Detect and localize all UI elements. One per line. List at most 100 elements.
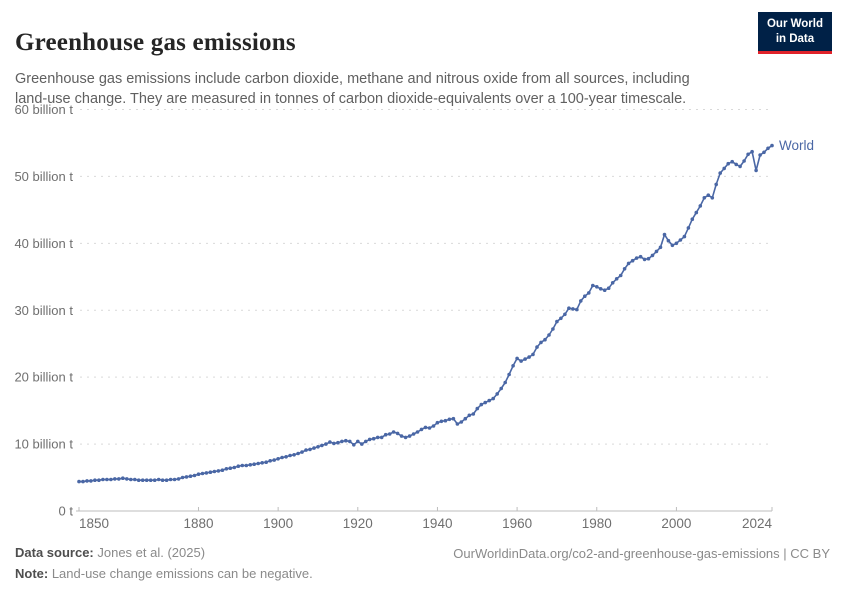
data-point [595, 285, 599, 289]
data-point [411, 432, 416, 436]
data-point [722, 166, 726, 171]
data-point [160, 478, 165, 483]
x-tick-label: 1900 [263, 516, 293, 531]
data-point [714, 182, 718, 187]
data-point [443, 418, 448, 423]
data-point [535, 345, 539, 349]
data-point [670, 243, 675, 248]
data-point [563, 312, 567, 317]
data-point [686, 226, 691, 230]
data-point [97, 478, 101, 483]
data-point [762, 150, 766, 155]
data-point [220, 468, 225, 473]
data-point [188, 474, 193, 479]
y-tick-label: 20 billion t [14, 370, 73, 385]
data-point [610, 281, 615, 285]
x-axis [76, 507, 773, 512]
data-point [383, 432, 388, 437]
data-point [447, 417, 452, 422]
y-tick-label: 0 t [59, 504, 74, 519]
data-point [364, 439, 368, 444]
data-point [264, 460, 269, 465]
data-point [415, 430, 420, 434]
data-point [463, 416, 468, 421]
data-point [618, 273, 623, 278]
owid-logo: Our World in Data [757, 12, 832, 54]
data-point [172, 477, 177, 482]
data-point [284, 455, 288, 459]
data-point [638, 254, 643, 259]
data-point [583, 294, 587, 299]
data-point [519, 359, 523, 363]
data-point [435, 420, 440, 425]
data-point [85, 479, 89, 483]
page-title: Greenhouse gas emissions [15, 28, 296, 56]
data-point [742, 159, 746, 163]
data-point [113, 477, 117, 481]
data-point [180, 475, 185, 480]
data-point [236, 464, 241, 469]
data-point [407, 434, 412, 438]
data-point [93, 478, 97, 483]
data-point [710, 196, 715, 200]
data-point [375, 435, 380, 440]
data-point [320, 443, 324, 448]
data-point [543, 337, 547, 342]
owid-logo-line1: Our World [766, 18, 823, 30]
data-point [152, 478, 157, 483]
y-gridlines [80, 109, 772, 445]
chart-source-link[interactable]: OurWorldinData.org/co2-and-greenhouse-ga… [453, 546, 830, 561]
data-point [129, 477, 133, 482]
data-point [567, 306, 571, 311]
x-tick-label: 1980 [582, 516, 612, 531]
data-point [754, 168, 758, 173]
data-point [328, 440, 332, 444]
data-point [642, 257, 647, 262]
data-point [483, 400, 488, 405]
data-point [511, 364, 515, 368]
data-point [268, 459, 273, 463]
y-tick-label: 50 billion t [14, 169, 73, 184]
series-line-world [79, 144, 773, 483]
data-point [125, 477, 129, 481]
data-point [101, 477, 105, 482]
data-point [300, 450, 304, 454]
data-source-label: Data source: [15, 545, 94, 560]
data-point [650, 253, 655, 258]
data-point [551, 327, 555, 331]
data-point [344, 438, 348, 443]
data-point [451, 416, 456, 421]
x-tick-label: 1920 [343, 516, 373, 531]
series-points-world [77, 143, 774, 484]
data-point [336, 440, 340, 445]
data-point [758, 153, 762, 157]
data-point [658, 245, 663, 250]
data-point [475, 406, 480, 411]
data-point [555, 319, 559, 324]
note-value: Land-use change emissions can be negativ… [48, 565, 313, 581]
data-point [224, 467, 229, 471]
data-point [216, 469, 221, 473]
data-point [682, 234, 687, 239]
x-tick-label: 1880 [183, 516, 213, 531]
data-point [746, 152, 750, 157]
y-tick-label: 30 billion t [14, 303, 73, 318]
data-point [654, 249, 659, 254]
data-point [575, 307, 579, 312]
data-point [371, 436, 376, 441]
data-point [204, 471, 209, 475]
data-point [144, 478, 149, 483]
data-point [356, 439, 360, 444]
data-point [459, 420, 464, 424]
x-tick-label: 1850 [79, 516, 109, 531]
data-point [308, 447, 312, 452]
data-point [109, 477, 113, 482]
x-tick-label: 1960 [502, 516, 532, 531]
data-point [399, 434, 404, 438]
data-point [324, 442, 328, 446]
data-point [614, 277, 619, 281]
data-point [527, 355, 531, 359]
data-point [367, 437, 372, 442]
data-point [678, 238, 683, 242]
data-point [674, 241, 679, 246]
